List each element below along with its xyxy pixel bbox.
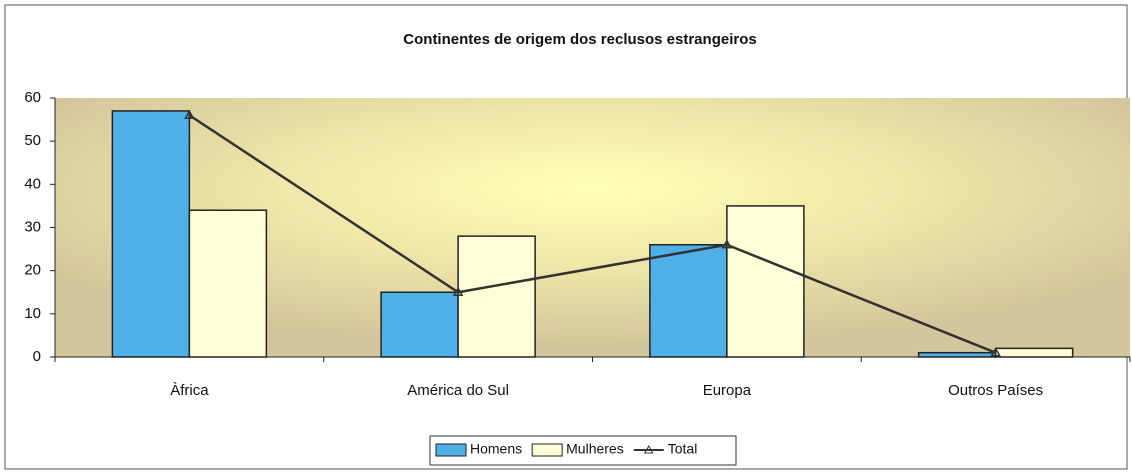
x-tick-label: Europa bbox=[703, 382, 752, 399]
x-tick-label: América do Sul bbox=[407, 382, 509, 399]
bar bbox=[994, 347, 1074, 358]
legend-label: Total bbox=[668, 441, 698, 457]
line-marker bbox=[990, 347, 1001, 357]
bar bbox=[111, 110, 191, 358]
legend-marker bbox=[643, 444, 654, 454]
line-marker bbox=[452, 286, 464, 296]
x-tick-label: Àfrica bbox=[170, 382, 209, 399]
bar bbox=[726, 205, 805, 358]
legend-label: Homens bbox=[470, 441, 522, 457]
y-tick-label: 60 bbox=[24, 89, 41, 106]
chart-title: Continentes de origem dos reclusos estra… bbox=[403, 31, 756, 48]
bar bbox=[649, 244, 728, 358]
y-tick-label: 10 bbox=[24, 305, 41, 322]
bar bbox=[457, 235, 536, 358]
line-marker bbox=[721, 239, 733, 249]
bar bbox=[188, 209, 268, 358]
y-tick-label: 40 bbox=[24, 175, 41, 192]
legend-label: Mulheres bbox=[566, 441, 624, 457]
legend-swatch bbox=[531, 443, 563, 457]
legend-box bbox=[429, 435, 737, 466]
y-tick-label: 30 bbox=[24, 218, 41, 235]
line bbox=[188, 114, 997, 354]
y-tick-label: 0 bbox=[33, 348, 41, 365]
y-tick-label: 50 bbox=[24, 132, 41, 149]
y-tick-label: 20 bbox=[24, 262, 41, 279]
bar bbox=[380, 291, 459, 358]
x-tick-label: Outros Países bbox=[948, 382, 1043, 399]
legend-swatch bbox=[435, 443, 467, 457]
line-marker bbox=[184, 109, 195, 120]
bar bbox=[917, 351, 997, 358]
